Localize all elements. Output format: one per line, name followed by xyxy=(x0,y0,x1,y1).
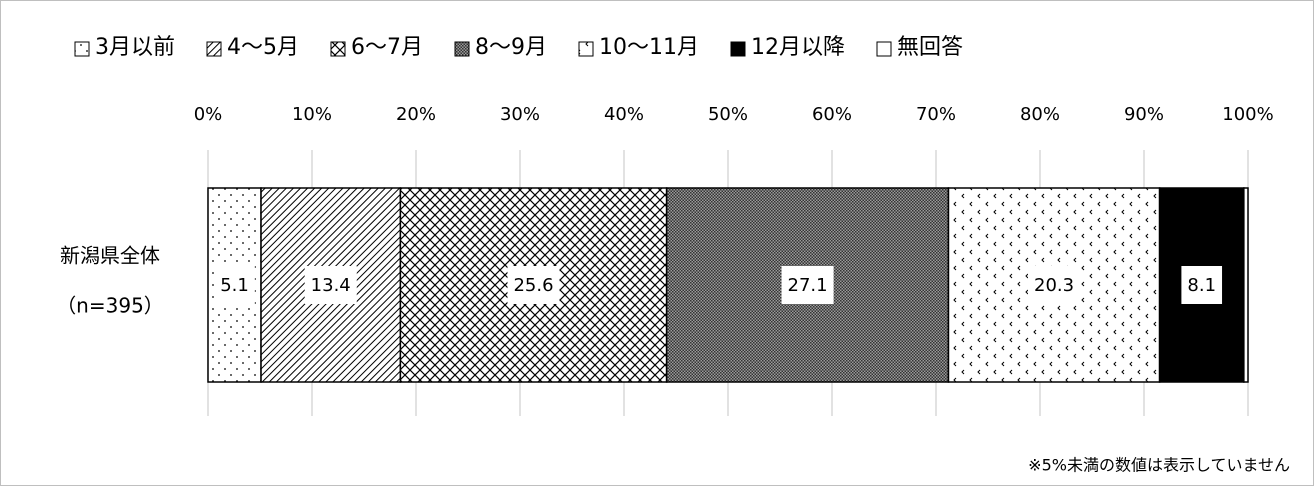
legend-label: 8～9月 xyxy=(475,35,547,60)
x-tick-label: 20% xyxy=(396,104,436,125)
x-tick-label: 100% xyxy=(1222,104,1273,125)
legend-label: 3月以前 xyxy=(95,35,175,60)
data-label-bg xyxy=(304,266,357,304)
x-tick-label: 0% xyxy=(194,104,223,125)
legend-swatch xyxy=(454,41,470,57)
x-tick-label: 60% xyxy=(812,104,852,125)
legend-swatch xyxy=(330,41,346,57)
bar-segment xyxy=(1243,187,1249,383)
x-tick-label: 90% xyxy=(1124,104,1164,125)
y-tick-label: （n=395） xyxy=(56,294,164,318)
x-tick-label: 10% xyxy=(292,104,332,125)
data-label: 13.4 xyxy=(311,275,351,296)
note: ※5%未満の数値は表示していません xyxy=(1028,456,1290,475)
x-tick-label: 50% xyxy=(708,104,748,125)
data-label: 20.3 xyxy=(1034,275,1074,296)
legend-label: 4～5月 xyxy=(227,35,299,60)
x-tick-label: 70% xyxy=(916,104,956,125)
data-label-bg xyxy=(781,266,834,304)
data-label-bg xyxy=(1181,266,1223,304)
y-tick-label: 新潟県全体 xyxy=(60,244,160,268)
data-label: 5.1 xyxy=(220,275,249,296)
data-label: 27.1 xyxy=(788,275,828,296)
legend-swatch xyxy=(74,41,90,57)
x-tick-label: 30% xyxy=(500,104,540,125)
legend-label: 12月以降 xyxy=(751,35,845,60)
data-label-bg xyxy=(214,266,255,304)
legend-swatch xyxy=(578,41,594,57)
legend-swatch xyxy=(876,41,892,57)
bar-segment xyxy=(1158,187,1245,383)
legend-label: 10～11月 xyxy=(599,35,699,60)
legend-label: 6～7月 xyxy=(351,35,423,60)
data-label: 8.1 xyxy=(1187,275,1216,296)
data-label: 25.6 xyxy=(513,275,553,296)
legend-swatch xyxy=(206,41,222,57)
legend-label: 無回答 xyxy=(897,35,963,60)
x-tick-label: 80% xyxy=(1020,104,1060,125)
data-label-bg xyxy=(1028,266,1081,304)
legend-swatch xyxy=(730,41,746,57)
data-label-bg xyxy=(507,266,560,304)
x-tick-label: 40% xyxy=(604,104,644,125)
